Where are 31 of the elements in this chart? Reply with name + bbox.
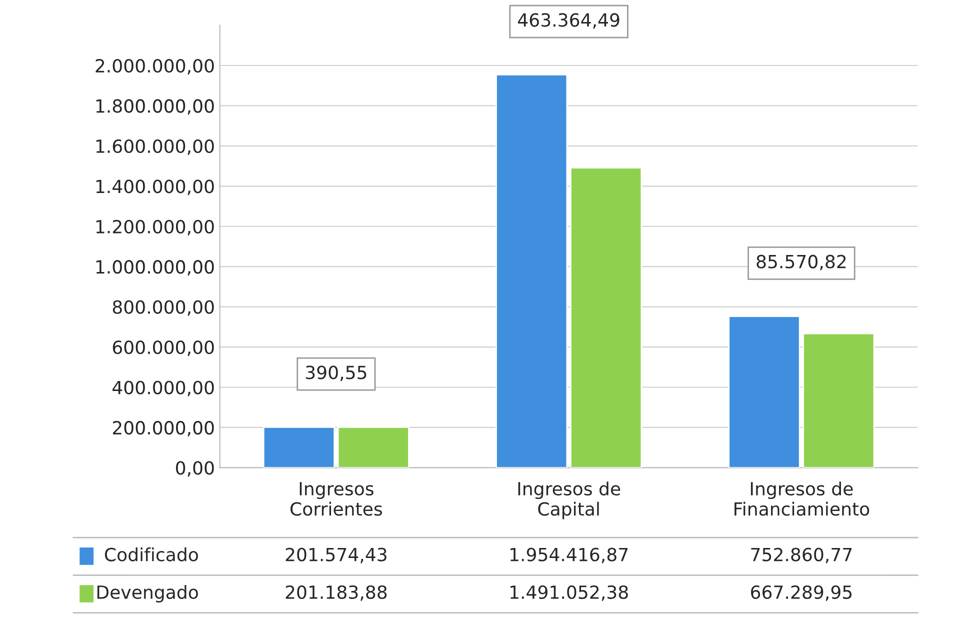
data-label: 1.491.052,38 [510, 585, 628, 601]
y-tick-label: 800.000,00 [112, 300, 214, 316]
annotation: 390,55 [306, 366, 366, 382]
bar [262, 426, 336, 468]
y-tick-label: 1.800.000,00 [96, 99, 214, 115]
bar [496, 74, 568, 468]
y-tick-label: 1.600.000,00 [96, 139, 214, 155]
y-tick-label: 1.200.000,00 [96, 220, 214, 236]
y-tick-label: 1.400.000,00 [96, 180, 214, 196]
data-label: 667.289,95 [751, 585, 852, 601]
x-tick-label: Ingresos de Financiamiento [734, 482, 870, 516]
x-tick-label: Ingresos de Capital [518, 482, 620, 520]
y-tick-label: 600.000,00 [112, 340, 214, 356]
legend-label: Devengado [97, 585, 198, 602]
bar [570, 167, 642, 468]
y-tick-label: 1.000.000,00 [96, 260, 214, 276]
y-tick-label: 2.000.000,00 [96, 58, 214, 74]
legend-label: Codificado [104, 547, 198, 562]
data-label: 1.954.416,87 [510, 548, 628, 564]
data-label: 201.574,43 [286, 548, 386, 564]
y-tick-label: 400.000,00 [112, 380, 214, 396]
bar [337, 426, 410, 468]
annotation: 463.364,49 [518, 13, 620, 29]
bar [802, 332, 875, 468]
data-label: 201.183,88 [286, 585, 387, 601]
y-tick-label: 200.000,00 [112, 420, 214, 436]
bar [728, 316, 800, 468]
annotation: 85.570,82 [756, 254, 846, 270]
y-tick-label: 0,00 [176, 461, 214, 477]
x-tick-label: Ingresos Corrientes [290, 482, 382, 516]
data-label: 752.860,77 [751, 548, 852, 564]
